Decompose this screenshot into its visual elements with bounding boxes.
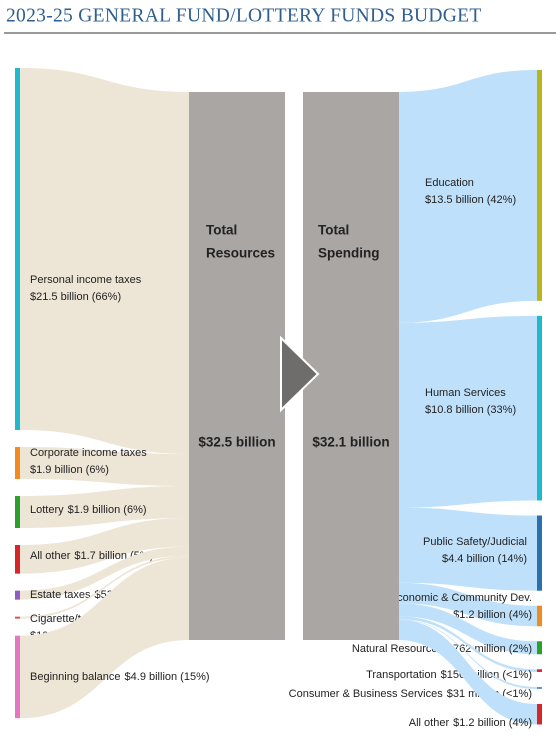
node-label: Transportation $156 million (<1%)	[366, 669, 532, 681]
flow	[20, 68, 190, 455]
flow	[397, 507, 537, 591]
flow	[397, 618, 537, 689]
node-bar	[537, 315, 542, 501]
column-title: Total	[206, 223, 237, 238]
flow	[20, 447, 190, 487]
flow	[397, 616, 537, 672]
chart-title: 2023-25 GENERAL FUND/LOTTERY FUNDS BUDGE…	[6, 5, 482, 26]
node-bar	[15, 616, 20, 619]
node-name: Consumer & Business Services	[289, 688, 444, 700]
node-name: Natural Resources	[352, 643, 444, 655]
column-total: $32.5 billion	[198, 435, 275, 450]
node-name: Education	[425, 177, 474, 189]
node-value: $1.9 billion (6%)	[30, 464, 109, 476]
node-value: $13.5 billion (42%)	[425, 194, 516, 206]
flow	[20, 518, 190, 574]
node-bar	[537, 641, 542, 655]
node-bar	[15, 68, 20, 431]
flow	[397, 619, 537, 725]
node-name: Estate taxes	[30, 589, 91, 601]
node-name: Personal income taxes	[30, 274, 142, 286]
node-name: Human Services	[425, 387, 506, 399]
flow	[20, 546, 190, 600]
node-bar	[537, 686, 542, 689]
flow	[397, 603, 537, 655]
node-value: $4.4 billion (14%)	[442, 553, 527, 565]
node-value: $1.9 billion (6%)	[68, 504, 147, 516]
node-bar	[15, 496, 20, 529]
node-value: $1.2 billion (4%)	[453, 609, 532, 621]
node-name: Corporate income taxes	[30, 447, 147, 459]
node-label: All other $1.2 billion (4%)	[409, 717, 532, 729]
node-bar	[537, 605, 542, 627]
flow	[20, 557, 190, 719]
column-title: Resources	[206, 246, 275, 261]
flow	[20, 486, 190, 529]
node-label: Beginning balance $4.9 billion (15%)	[30, 671, 210, 683]
node-bar	[537, 515, 542, 591]
total-column	[303, 92, 399, 640]
node-label: Lottery $1.9 billion (6%)	[30, 504, 147, 516]
flow	[397, 582, 537, 627]
node-name: All other	[409, 717, 450, 729]
column-title: Spending	[318, 246, 380, 261]
node-name: Beginning balance	[30, 671, 121, 683]
flow	[20, 555, 190, 619]
node-name: All other	[30, 550, 71, 562]
node-bar	[15, 545, 20, 574]
column-total: $32.1 billion	[312, 435, 389, 450]
flow	[397, 315, 537, 508]
node-value: $10.8 billion (33%)	[425, 404, 516, 416]
node-name: Economic & Community Dev.	[390, 592, 532, 604]
node-bar	[537, 669, 542, 672]
node-bar	[15, 447, 20, 480]
node-bar	[15, 590, 20, 600]
node-name: Lottery	[30, 504, 64, 516]
node-value: $1.2 billion (4%)	[453, 717, 532, 729]
node-bar	[537, 70, 542, 301]
column-title: Total	[318, 223, 349, 238]
node-value: $4.9 billion (15%)	[125, 671, 210, 683]
node-value: $21.5 billion (66%)	[30, 291, 121, 303]
flow	[397, 70, 537, 323]
node-name: Public Safety/Judicial	[423, 536, 527, 548]
arrow	[280, 335, 320, 413]
node-name: Transportation	[366, 669, 437, 681]
node-bar	[537, 703, 542, 725]
total-column	[189, 92, 285, 640]
node-bar	[15, 635, 20, 719]
